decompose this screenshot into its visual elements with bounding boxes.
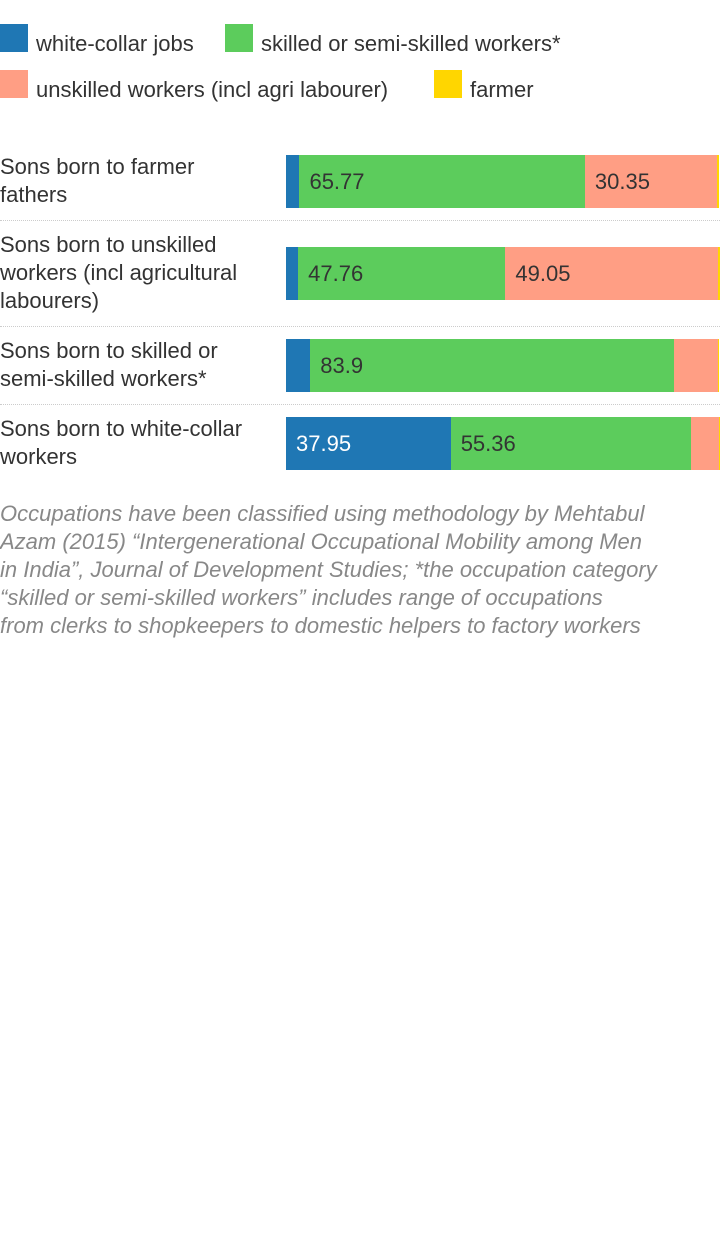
legend-item: white-collar jobs bbox=[0, 24, 194, 56]
bar-segment bbox=[718, 247, 720, 300]
data-label: 37.95 bbox=[296, 431, 352, 456]
legend-swatch bbox=[0, 70, 28, 98]
bar-segment bbox=[505, 247, 719, 300]
bar-segment bbox=[286, 247, 299, 300]
bar-segment bbox=[299, 155, 585, 208]
bar-segment bbox=[286, 339, 311, 392]
bar-segment bbox=[298, 247, 506, 300]
bar-segment bbox=[286, 155, 300, 208]
bar-segment bbox=[674, 339, 718, 392]
category-label: Sons born to skilled or semi-skilled wor… bbox=[0, 338, 218, 391]
legend-swatch bbox=[0, 24, 28, 52]
data-label: 47.76 bbox=[308, 261, 364, 286]
chart-footnote: Occupations have been classified using m… bbox=[0, 501, 657, 638]
bar-segment bbox=[717, 339, 719, 392]
bar-segment bbox=[450, 417, 691, 470]
legend-swatch bbox=[225, 24, 253, 52]
category-label: Sons born to unskilled workers (incl agr… bbox=[0, 232, 238, 313]
legend-item: skilled or semi-skilled workers* bbox=[225, 24, 561, 56]
row-divider bbox=[0, 326, 720, 327]
bar-segment bbox=[690, 417, 720, 470]
data-label: 65.77 bbox=[309, 169, 365, 194]
legend-item: farmer bbox=[434, 70, 534, 102]
legend-label: white-collar jobs bbox=[36, 31, 194, 56]
legend-label: skilled or semi-skilled workers* bbox=[261, 31, 561, 56]
legend-label: farmer bbox=[470, 77, 534, 102]
bar-segment bbox=[716, 155, 719, 208]
bar-segment bbox=[310, 339, 675, 392]
row-divider bbox=[0, 404, 720, 405]
bar-segment bbox=[286, 417, 451, 470]
row-divider bbox=[0, 220, 720, 221]
legend-swatch bbox=[434, 70, 462, 98]
data-label: 55.36 bbox=[460, 431, 516, 456]
category-label: Sons born to farmer fathers bbox=[0, 154, 195, 207]
data-label: 30.35 bbox=[594, 169, 650, 194]
legend-label: unskilled workers (incl agri labourer) bbox=[36, 77, 389, 102]
bar-segment bbox=[584, 155, 717, 208]
data-label: 49.05 bbox=[515, 261, 571, 286]
legend-item: unskilled workers (incl agri labourer) bbox=[0, 70, 388, 102]
category-label: Sons born to white-collar workers bbox=[0, 416, 243, 469]
data-label: 83.9 bbox=[320, 353, 364, 378]
